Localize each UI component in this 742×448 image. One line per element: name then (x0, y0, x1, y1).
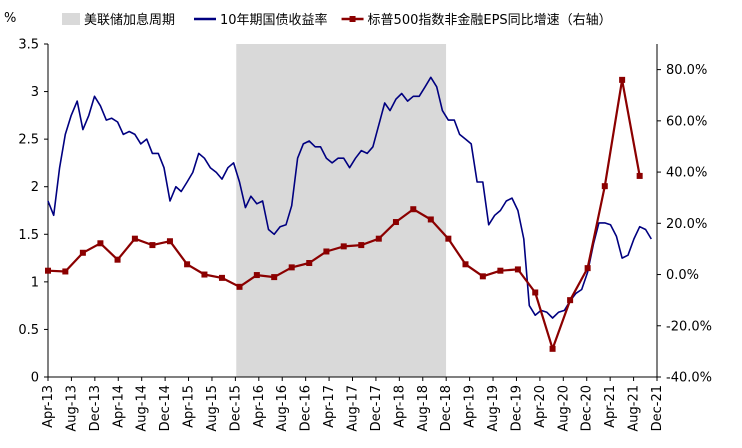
x-tick-label: Dec-17 (369, 385, 384, 431)
series-2-marker (236, 283, 243, 290)
x-tick-label: Apr-14 (111, 385, 126, 428)
series-2-marker (288, 264, 295, 271)
series-2-marker (97, 240, 104, 247)
left-tick-label: 0 (31, 371, 39, 386)
legend-label-series-2: 标普500指数非金融EPS同比增速（右轴） (368, 12, 612, 28)
series-2-marker (184, 261, 191, 268)
x-tick-label: Aug-18 (416, 385, 431, 432)
right-tick-label: 80.0% (666, 63, 707, 78)
series-2-marker (549, 345, 556, 352)
left-tick-label: 3.5 (18, 38, 39, 53)
x-tick-label: Dec-19 (509, 385, 524, 431)
x-tick-label: Apr-21 (603, 385, 618, 428)
series-2-marker (218, 274, 225, 281)
x-tick-label: Apr-15 (182, 385, 197, 428)
x-tick-label: Apr-19 (463, 385, 478, 428)
x-tick-label: Aug-13 (64, 385, 79, 432)
series-2-marker (375, 235, 382, 242)
x-tick-label: Dec-14 (158, 385, 173, 431)
left-tick-label: 1.5 (18, 228, 39, 243)
x-tick-label: Aug-16 (275, 385, 290, 432)
x-tick-label: Aug-19 (486, 385, 501, 432)
x-tick-label: Dec-15 (228, 385, 243, 431)
left-axis-unit: % (4, 11, 16, 26)
series-2-marker (497, 267, 504, 274)
right-tick-label: 60.0% (666, 114, 707, 129)
left-tick-label: 1 (31, 275, 39, 290)
legend-label-series-1: 10年期国债收益率 (220, 12, 328, 28)
x-tick-label: Dec-20 (580, 385, 595, 431)
legend: 美联储加息周期 10年期国债收益率 标普500指数非金融EPS同比增速（右轴） (62, 12, 612, 28)
series-2-marker (114, 256, 121, 263)
series-2-marker (201, 271, 208, 278)
x-tick-label: Apr-20 (533, 385, 548, 428)
series-2-marker (514, 266, 521, 273)
x-tick-label: Dec-16 (299, 385, 314, 431)
series-2-marker (445, 235, 452, 242)
series-lines (45, 76, 652, 352)
right-axis: -40.0% -20.0% 0.0% 20.0% 40.0% 60.0% 80.0% (656, 44, 712, 386)
series-2-marker (392, 219, 399, 226)
x-axis: Apr-13 Aug-13 Dec-13 Apr-14 Aug-14 Dec-14 Apr-… (41, 376, 665, 432)
right-tick-label: 0.0% (666, 268, 699, 283)
series-2-marker (410, 206, 417, 213)
series-2-marker (306, 260, 313, 267)
right-tick-label: 40.0% (666, 166, 707, 181)
x-tick-label: Dec-18 (439, 385, 454, 431)
right-tick-label: -40.0% (666, 371, 712, 386)
series-2-marker (271, 274, 278, 281)
series-line-1 (47, 76, 652, 319)
series-2-marker (149, 242, 156, 249)
right-tick-label: -20.0% (666, 319, 712, 334)
x-tick-label: Apr-16 (252, 385, 267, 428)
series-2-marker (358, 242, 365, 249)
series-2-marker (619, 76, 626, 83)
series-2-marker (462, 261, 469, 268)
x-tick-label: Apr-18 (392, 385, 407, 428)
series-2-marker (601, 183, 608, 190)
left-tick-label: 2 (31, 180, 39, 195)
series-2-marker (636, 172, 643, 179)
series-2-marker (427, 216, 434, 223)
x-tick-label: Apr-17 (322, 385, 337, 428)
series-2-marker (567, 297, 574, 304)
left-tick-label: 2.5 (18, 133, 39, 148)
series-2-marker (253, 272, 260, 279)
series-2-marker (62, 268, 69, 275)
series-2-marker (79, 249, 86, 256)
series-2-marker (340, 243, 347, 250)
legend-label-shaded: 美联储加息周期 (84, 12, 175, 28)
x-tick-label: Apr-13 (41, 385, 56, 428)
x-tick-label: Dec-21 (650, 385, 665, 431)
series-2-marker (323, 248, 330, 255)
series-2-marker (584, 265, 591, 272)
left-tick-label: 0.5 (18, 323, 39, 338)
x-tick-label: Dec-13 (88, 385, 103, 431)
x-tick-label: Aug-21 (627, 385, 642, 432)
series-2-marker (166, 238, 173, 245)
right-tick-label: 20.0% (666, 217, 707, 232)
series-2-marker (479, 273, 486, 280)
series-2-marker (45, 267, 51, 274)
x-tick-label: Aug-15 (205, 385, 220, 432)
series-2-marker (131, 235, 138, 242)
x-tick-label: Aug-17 (346, 385, 361, 432)
legend-swatch-shaded (62, 13, 80, 25)
left-axis: % 0 0.5 1 1.5 2 2.5 3 3.5 (4, 11, 49, 386)
x-tick-label: Aug-14 (135, 385, 150, 432)
x-tick-label: Aug-20 (556, 385, 571, 432)
left-tick-label: 3 (31, 85, 39, 100)
series-2-marker (532, 289, 539, 296)
legend-marker-series-2 (349, 16, 356, 22)
